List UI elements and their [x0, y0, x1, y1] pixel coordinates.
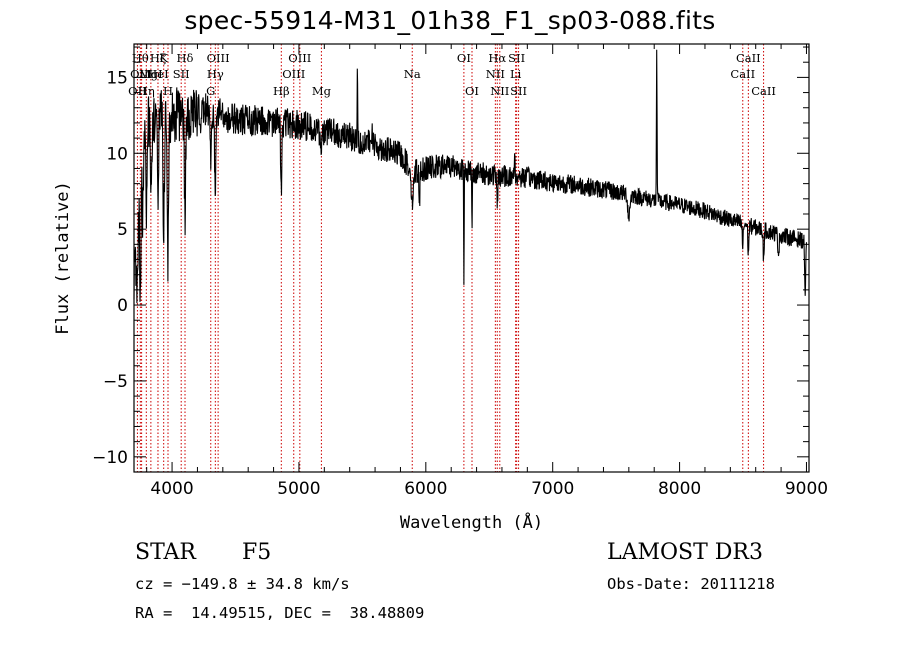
y-tick-label-15: 15 — [106, 68, 128, 88]
line-label-4: MgI — [139, 67, 163, 81]
line-label-6: Hζ — [150, 51, 166, 65]
line-label-5: HeI — [147, 67, 168, 81]
line-label-0: OII — [128, 84, 147, 98]
line-label-1: Hθ — [132, 51, 149, 65]
x-tick-label-7000: 7000 — [531, 479, 574, 499]
y-axis-label: Flux (relative) — [53, 181, 73, 335]
line-label-11: G — [206, 84, 215, 98]
line-label-14: Hβ — [273, 84, 290, 98]
line-label-27: CaII — [730, 67, 755, 81]
object-class: STAR — [135, 540, 196, 565]
line-label-20: OI — [465, 84, 479, 98]
y-tick-label-5: 5 — [117, 220, 128, 240]
sky-coordinates: RA = 14.49515, DEC = 38.48809 — [135, 604, 425, 622]
chart-title: spec-55914-M31_01h38_F1_sp03-088.fits — [184, 6, 716, 35]
line-label-22: Hα — [488, 51, 506, 65]
plot-frame — [133, 43, 810, 473]
x-axis-label: Wavelength (Å) — [400, 511, 543, 533]
redshift-velocity: cz = −149.8 ± 34.8 km/s — [135, 575, 350, 593]
line-label-10: Hδ — [177, 51, 194, 65]
y-tick-label-0: 0 — [117, 296, 128, 316]
spectrum-line — [133, 49, 808, 304]
y-tick-label-10: 10 — [106, 144, 128, 164]
x-tick-label-5000: 5000 — [277, 479, 320, 499]
y-tick-label--10: −10 — [92, 448, 128, 468]
line-label-21: NII — [486, 67, 505, 81]
x-tick-label-9000: 9000 — [785, 479, 828, 499]
line-label-17: Mg — [312, 84, 332, 98]
line-label-25: SII — [508, 51, 525, 65]
line-label-23: NII — [490, 84, 509, 98]
line-label-24: Li — [510, 67, 522, 81]
x-tick-label-4000: 4000 — [150, 479, 193, 499]
observation-date: Obs-Date: 20111218 — [607, 575, 775, 593]
line-label-13: OIII — [207, 51, 230, 65]
line-label-9: SII — [173, 67, 190, 81]
survey-label: LAMOST DR3 — [607, 540, 763, 565]
line-label-19: OI — [457, 51, 471, 65]
line-label-3: Hη — [138, 84, 155, 98]
y-tick-label--5: −5 — [103, 372, 128, 392]
x-tick-label-8000: 8000 — [658, 479, 701, 499]
x-tick-label-6000: 6000 — [404, 479, 447, 499]
line-label-7: K — [159, 51, 168, 65]
line-label-29: CaII — [751, 84, 776, 98]
line-label-2: OIII — [130, 67, 153, 81]
line-label-12: Hγ — [207, 67, 224, 81]
spectral-subclass: F5 — [242, 540, 272, 565]
line-label-8: H — [163, 84, 173, 98]
line-label-15: OIII — [282, 67, 305, 81]
line-label-26: SII — [510, 84, 527, 98]
line-label-18: Na — [404, 67, 421, 81]
line-label-16: OIII — [288, 51, 311, 65]
line-label-28: CaII — [736, 51, 761, 65]
